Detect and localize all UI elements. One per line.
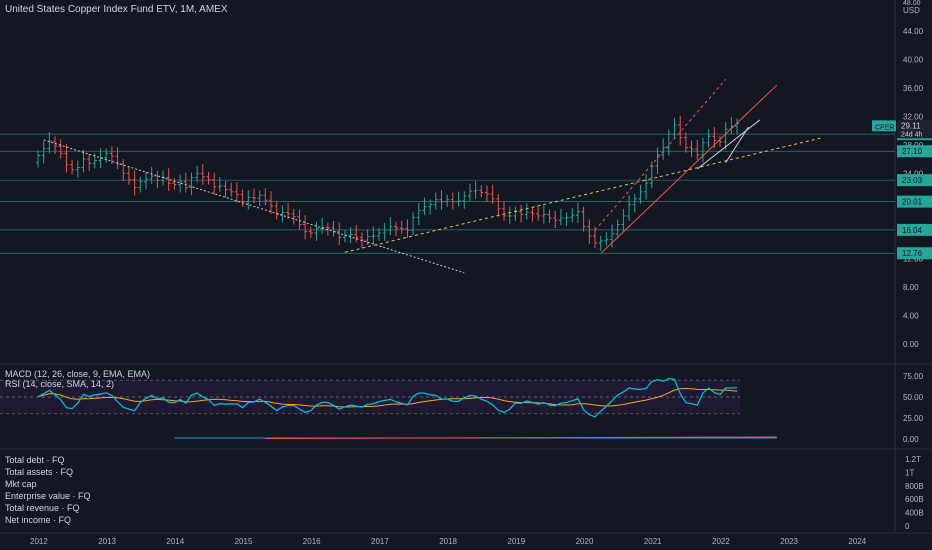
currency-label: USD [903,6,920,15]
rsi-ma-line [37,387,738,408]
time-axis-label: 2022 [712,537,730,546]
pattern-line [696,119,761,170]
price-tick-label: 40.00 [903,55,924,64]
symbol-badge [872,120,896,132]
level-badge [897,223,932,236]
level-badge [897,174,932,187]
macd-tick-label: 0.00 [903,435,919,444]
time-axis-label: 2018 [439,537,457,546]
financial-label-net-income: Net income · FQ [5,515,72,525]
time-axis-label: 2021 [644,537,662,546]
financials-tick-label: 800B [905,482,924,491]
trendline-support [344,137,823,253]
level-badge-label: 20.01 [902,198,923,207]
price-tick-label: 44.00 [903,27,924,36]
price-tick-label: 36.00 [903,84,924,93]
level-badge [897,247,932,260]
financial-label-total-assets: Total assets · FQ [5,467,74,477]
time-axis-label: 2024 [848,537,866,546]
price-tick-label: 4.00 [903,312,919,321]
countdown-label: 24d 4h [901,131,923,138]
level-badge [897,145,932,158]
rsi-tick-label: 25.00 [903,414,924,423]
level-badge-label: 16.04 [902,226,923,235]
price-tick-label-top: 48.00 [903,0,921,7]
financials-tick-label: 400B [905,509,924,518]
financial-label-total-debt: Total debt · FQ [5,455,65,465]
macd-signal-line [265,436,777,439]
financial-label-mkt-cap: Mkt cap [5,479,37,489]
financials-tick-label: 1.2T [905,455,921,464]
price-tick-label: 24.00 [903,169,924,178]
financials-tick-label: 1T [905,468,914,477]
level-badge-label: 12.76 [902,249,923,258]
time-axis-label: 2016 [303,537,321,546]
time-axis-label: 2014 [166,537,184,546]
rsi-tick-label: 50.00 [903,393,924,402]
chart-title: United States Copper Index Fund ETV, 1M,… [5,4,228,15]
financial-label-total-revenue: Total revenue · FQ [5,503,80,513]
current-price-badge [897,120,932,139]
time-axis-label: 2015 [235,537,253,546]
macd-legend[interactable]: MACD (12, 26, close, 9, EMA, EMA) [5,369,151,379]
current-price-label: 29.11 [901,121,921,130]
time-axis-label: 2012 [30,537,48,546]
time-axis-label: 2023 [780,537,798,546]
pattern-line [725,126,749,163]
time-axis-label: 2017 [371,537,389,546]
price-tick-label: 0.00 [903,340,919,349]
price-tick-label: 8.00 [903,283,919,292]
rsi-band [0,380,740,414]
trendline-downtrend [43,139,465,274]
rsi-tick-label: 75.00 [903,372,924,381]
financial-label-enterprise-value: Enterprise value · FQ [5,491,91,501]
rsi-line [37,377,738,418]
level-badge-label: 27.10 [902,147,923,156]
rsi-legend[interactable]: RSI (14, close, SMA, 14, 2) [5,379,115,389]
level-badge [897,195,932,208]
financials-tick-label: 600B [905,495,924,504]
time-axis-label: 2020 [576,537,594,546]
level-badge-label: 23.03 [902,176,923,185]
channel-lower-line [600,84,778,255]
time-axis-label: 2013 [98,537,116,546]
symbol-badge-label: CPER [875,124,894,131]
price-tick-label: 32.00 [903,112,924,121]
financials-tick-label: 0 [905,522,910,531]
time-axis-label: 2019 [507,537,525,546]
